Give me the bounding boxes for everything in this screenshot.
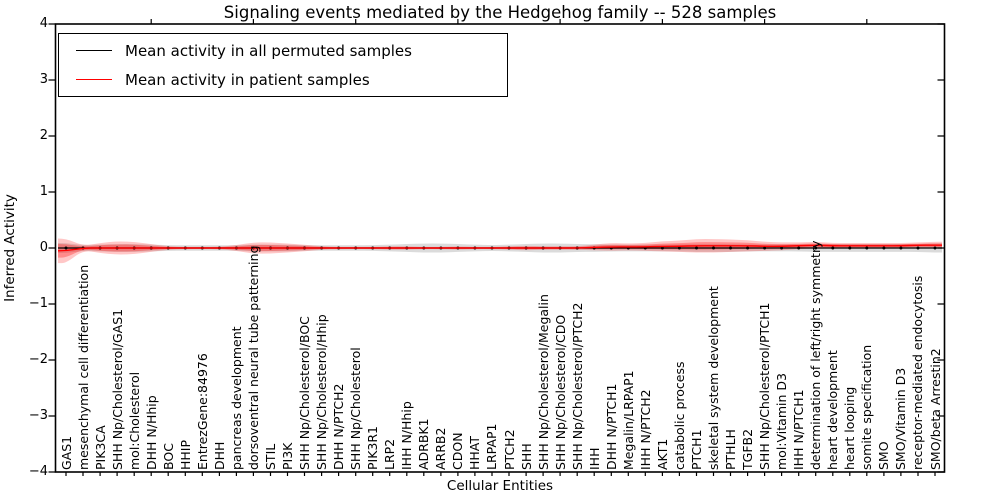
legend-item: Mean activity in patient samples [59, 65, 507, 94]
x-tick-label: Megalin/LRPAP1 [620, 370, 636, 470]
x-tick-label: IHH N/PTCH2 [637, 389, 653, 470]
x-tick-label: PTHLH [723, 429, 739, 470]
y-tick-label: 4 [39, 16, 48, 31]
black-line-icon [76, 50, 112, 51]
x-tick-label: IHH N/PTCH1 [791, 389, 807, 470]
x-tick-label: DHH N/Hhip [143, 395, 159, 470]
red-line-icon [76, 79, 112, 80]
x-tick-label: BOC [160, 443, 176, 470]
patient-band-outer [58, 238, 942, 264]
x-tick-label: AKT1 [654, 438, 670, 470]
x-tick-label: SHH Np/Cholesterol/Hhip [314, 314, 330, 470]
y-tick-label: −2 [28, 352, 48, 367]
x-tick-label: EntrezGene:84976 [194, 353, 210, 470]
x-tick-label: determination of left/right symmetry [808, 240, 824, 471]
x-tick-label: SMO [876, 441, 892, 470]
x-tick-label: DHH N/PTCH2 [331, 383, 347, 470]
x-tick-label: IHH N/Hhip [399, 401, 415, 470]
x-tick-label: heart development [825, 350, 841, 470]
x-tick-label: DHH N/PTCH1 [603, 383, 619, 470]
patient-mean-line [57, 244, 942, 252]
x-tick-label: pancreas development [228, 326, 244, 470]
x-tick-label: PIK3R1 [365, 425, 381, 470]
legend-label: Mean activity in patient samples [125, 70, 370, 89]
x-tick-label: SHH Np/Cholesterol [348, 347, 364, 470]
x-axis-label: Cellular Entities [446, 478, 554, 494]
x-tick-label: mol:Vitamin D3 [774, 373, 790, 470]
x-tick-label: CDON [450, 432, 466, 470]
x-tick-label: mol:Cholesterol [126, 371, 142, 470]
x-tick-label: dorsoventral neural tube patterning [245, 245, 261, 471]
y-tick-label: −4 [28, 464, 48, 479]
x-tick-label: SHH Np/Cholesterol/BOC [297, 316, 313, 470]
x-tick-label: PI3K [280, 442, 295, 470]
x-tick-label: PTCH1 [688, 429, 704, 470]
x-tick-label: HHIP [177, 439, 193, 470]
tick-marks [48, 19, 945, 476]
x-tick-label: SHH Np/Cholesterol/GAS1 [109, 308, 125, 470]
y-tick-label: 1 [39, 184, 48, 199]
x-tick-label: PIK3CA [92, 425, 108, 470]
x-tick-label: SMO/Vitamin D3 [893, 367, 909, 470]
x-tick-label: DHH [211, 441, 227, 470]
x-tick-label: IHH [586, 447, 602, 471]
legend-item: Mean activity in all permuted samples [59, 36, 507, 65]
x-tick-label: GAS1 [58, 435, 74, 470]
x-tick-label: ADRBK1 [416, 418, 432, 470]
y-tick-label: 2 [39, 128, 48, 143]
x-tick-label: SHH Np/Cholesterol/CDO [552, 314, 568, 470]
x-tick-label: receptor-mediated endocytosis [910, 275, 926, 470]
x-tick-label: SMO/beta Arrestin2 [927, 348, 943, 470]
x-tick-label: catabolic process [671, 361, 687, 470]
x-tick-label: somite specification [859, 344, 875, 470]
x-tick-label: PTCH2 [501, 429, 517, 470]
x-tick-label: SHH Np/Cholesterol/PTCH2 [569, 302, 585, 471]
x-tick-label: TGFB2 [740, 428, 756, 470]
x-tick-label: ARRB2 [433, 427, 449, 470]
legend-label: Mean activity in all permuted samples [125, 41, 412, 60]
x-tick-label: mesenchymal cell differentiation [75, 264, 91, 470]
y-tick-label: −1 [28, 296, 48, 311]
y-tick-label: −3 [28, 408, 48, 423]
x-tick-label: SHH Np/Cholesterol/PTCH1 [757, 302, 773, 471]
y-tick-label: 3 [39, 72, 48, 87]
y-tick-label: 0 [39, 240, 48, 255]
x-tick-label: LRPAP1 [484, 423, 500, 470]
chart-title: Signaling events mediated by the Hedgeho… [223, 3, 777, 22]
x-tick-label: STIL [262, 443, 278, 470]
x-tick-label: HHAT [467, 435, 483, 470]
x-tick-label: heart looping [842, 386, 858, 470]
legend: Mean activity in all permuted samples Me… [58, 33, 508, 97]
x-tick-label: SHH Np/Cholesterol/Megalin [535, 294, 551, 470]
x-tick-label: skeletal system development [705, 286, 721, 470]
x-tick-label: LRP2 [382, 438, 398, 470]
x-tick-label: SHH [518, 443, 534, 470]
